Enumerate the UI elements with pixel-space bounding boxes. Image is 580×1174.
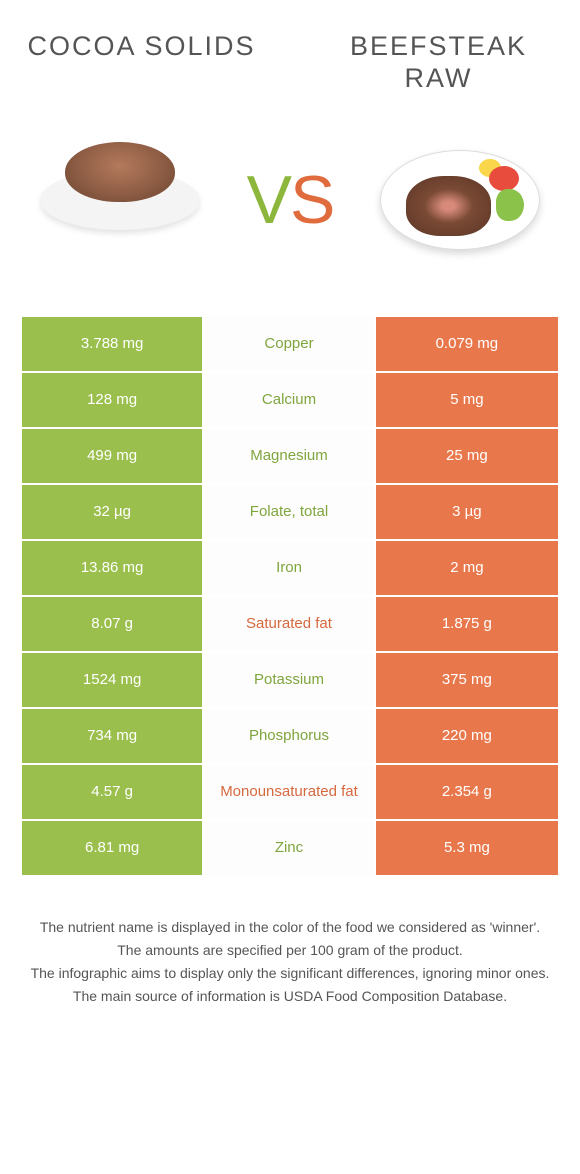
right-food-title: BEEFSTEAK RAW: [317, 30, 560, 95]
footnote-line: The nutrient name is displayed in the co…: [30, 917, 550, 938]
nutrient-name: Calcium: [204, 373, 376, 427]
footnote-line: The infographic aims to display only the…: [30, 963, 550, 984]
table-row: 734 mgPhosphorus220 mg: [22, 709, 558, 765]
footnote-line: The amounts are specified per 100 gram o…: [30, 940, 550, 961]
table-row: 499 mgMagnesium25 mg: [22, 429, 558, 485]
nutrient-name: Zinc: [204, 821, 376, 875]
footnotes: The nutrient name is displayed in the co…: [20, 917, 560, 1007]
nutrient-name: Folate, total: [204, 485, 376, 539]
left-value: 13.86 mg: [22, 541, 204, 595]
right-value: 3 µg: [376, 485, 558, 539]
left-food-title: COCOA SOLIDS: [20, 30, 263, 95]
table-row: 1524 mgPotassium375 mg: [22, 653, 558, 709]
left-value: 734 mg: [22, 709, 204, 763]
right-value: 2.354 g: [376, 765, 558, 819]
left-value: 3.788 mg: [22, 317, 204, 371]
vs-s: S: [290, 162, 333, 238]
left-value: 499 mg: [22, 429, 204, 483]
cocoa-image: [30, 135, 210, 265]
right-value: 5.3 mg: [376, 821, 558, 875]
table-row: 4.57 gMonounsaturated fat2.354 g: [22, 765, 558, 821]
right-value: 1.875 g: [376, 597, 558, 651]
right-value: 2 mg: [376, 541, 558, 595]
left-value: 32 µg: [22, 485, 204, 539]
vs-label: VS: [247, 161, 334, 239]
right-value: 0.079 mg: [376, 317, 558, 371]
table-row: 3.788 mgCopper0.079 mg: [22, 317, 558, 373]
beefsteak-image: [370, 135, 550, 265]
nutrient-name: Monounsaturated fat: [204, 765, 376, 819]
right-value: 375 mg: [376, 653, 558, 707]
table-row: 32 µgFolate, total3 µg: [22, 485, 558, 541]
left-value: 6.81 mg: [22, 821, 204, 875]
titles-row: COCOA SOLIDS BEEFSTEAK RAW: [20, 30, 560, 95]
nutrient-name: Potassium: [204, 653, 376, 707]
nutrient-table: 3.788 mgCopper0.079 mg128 mgCalcium5 mg4…: [22, 315, 558, 877]
table-row: 8.07 gSaturated fat1.875 g: [22, 597, 558, 653]
left-value: 128 mg: [22, 373, 204, 427]
nutrient-name: Magnesium: [204, 429, 376, 483]
nutrient-name: Iron: [204, 541, 376, 595]
vs-v: V: [247, 162, 290, 238]
left-value: 8.07 g: [22, 597, 204, 651]
nutrient-name: Phosphorus: [204, 709, 376, 763]
left-value: 1524 mg: [22, 653, 204, 707]
footnote-line: The main source of information is USDA F…: [30, 986, 550, 1007]
left-value: 4.57 g: [22, 765, 204, 819]
nutrient-name: Saturated fat: [204, 597, 376, 651]
table-row: 6.81 mgZinc5.3 mg: [22, 821, 558, 877]
right-value: 5 mg: [376, 373, 558, 427]
right-value: 220 mg: [376, 709, 558, 763]
table-row: 128 mgCalcium5 mg: [22, 373, 558, 429]
right-value: 25 mg: [376, 429, 558, 483]
table-row: 13.86 mgIron2 mg: [22, 541, 558, 597]
hero-row: VS: [20, 135, 560, 265]
nutrient-name: Copper: [204, 317, 376, 371]
